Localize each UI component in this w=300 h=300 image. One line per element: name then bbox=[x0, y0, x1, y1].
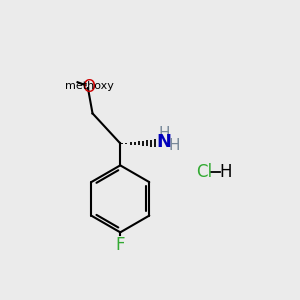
Text: F: F bbox=[116, 236, 125, 254]
Text: H: H bbox=[219, 163, 232, 181]
Text: methoxy: methoxy bbox=[65, 81, 114, 91]
Text: H: H bbox=[169, 138, 180, 153]
Text: Cl: Cl bbox=[196, 163, 213, 181]
Text: N: N bbox=[157, 133, 172, 151]
Text: H: H bbox=[158, 125, 170, 140]
Text: O: O bbox=[82, 78, 96, 96]
